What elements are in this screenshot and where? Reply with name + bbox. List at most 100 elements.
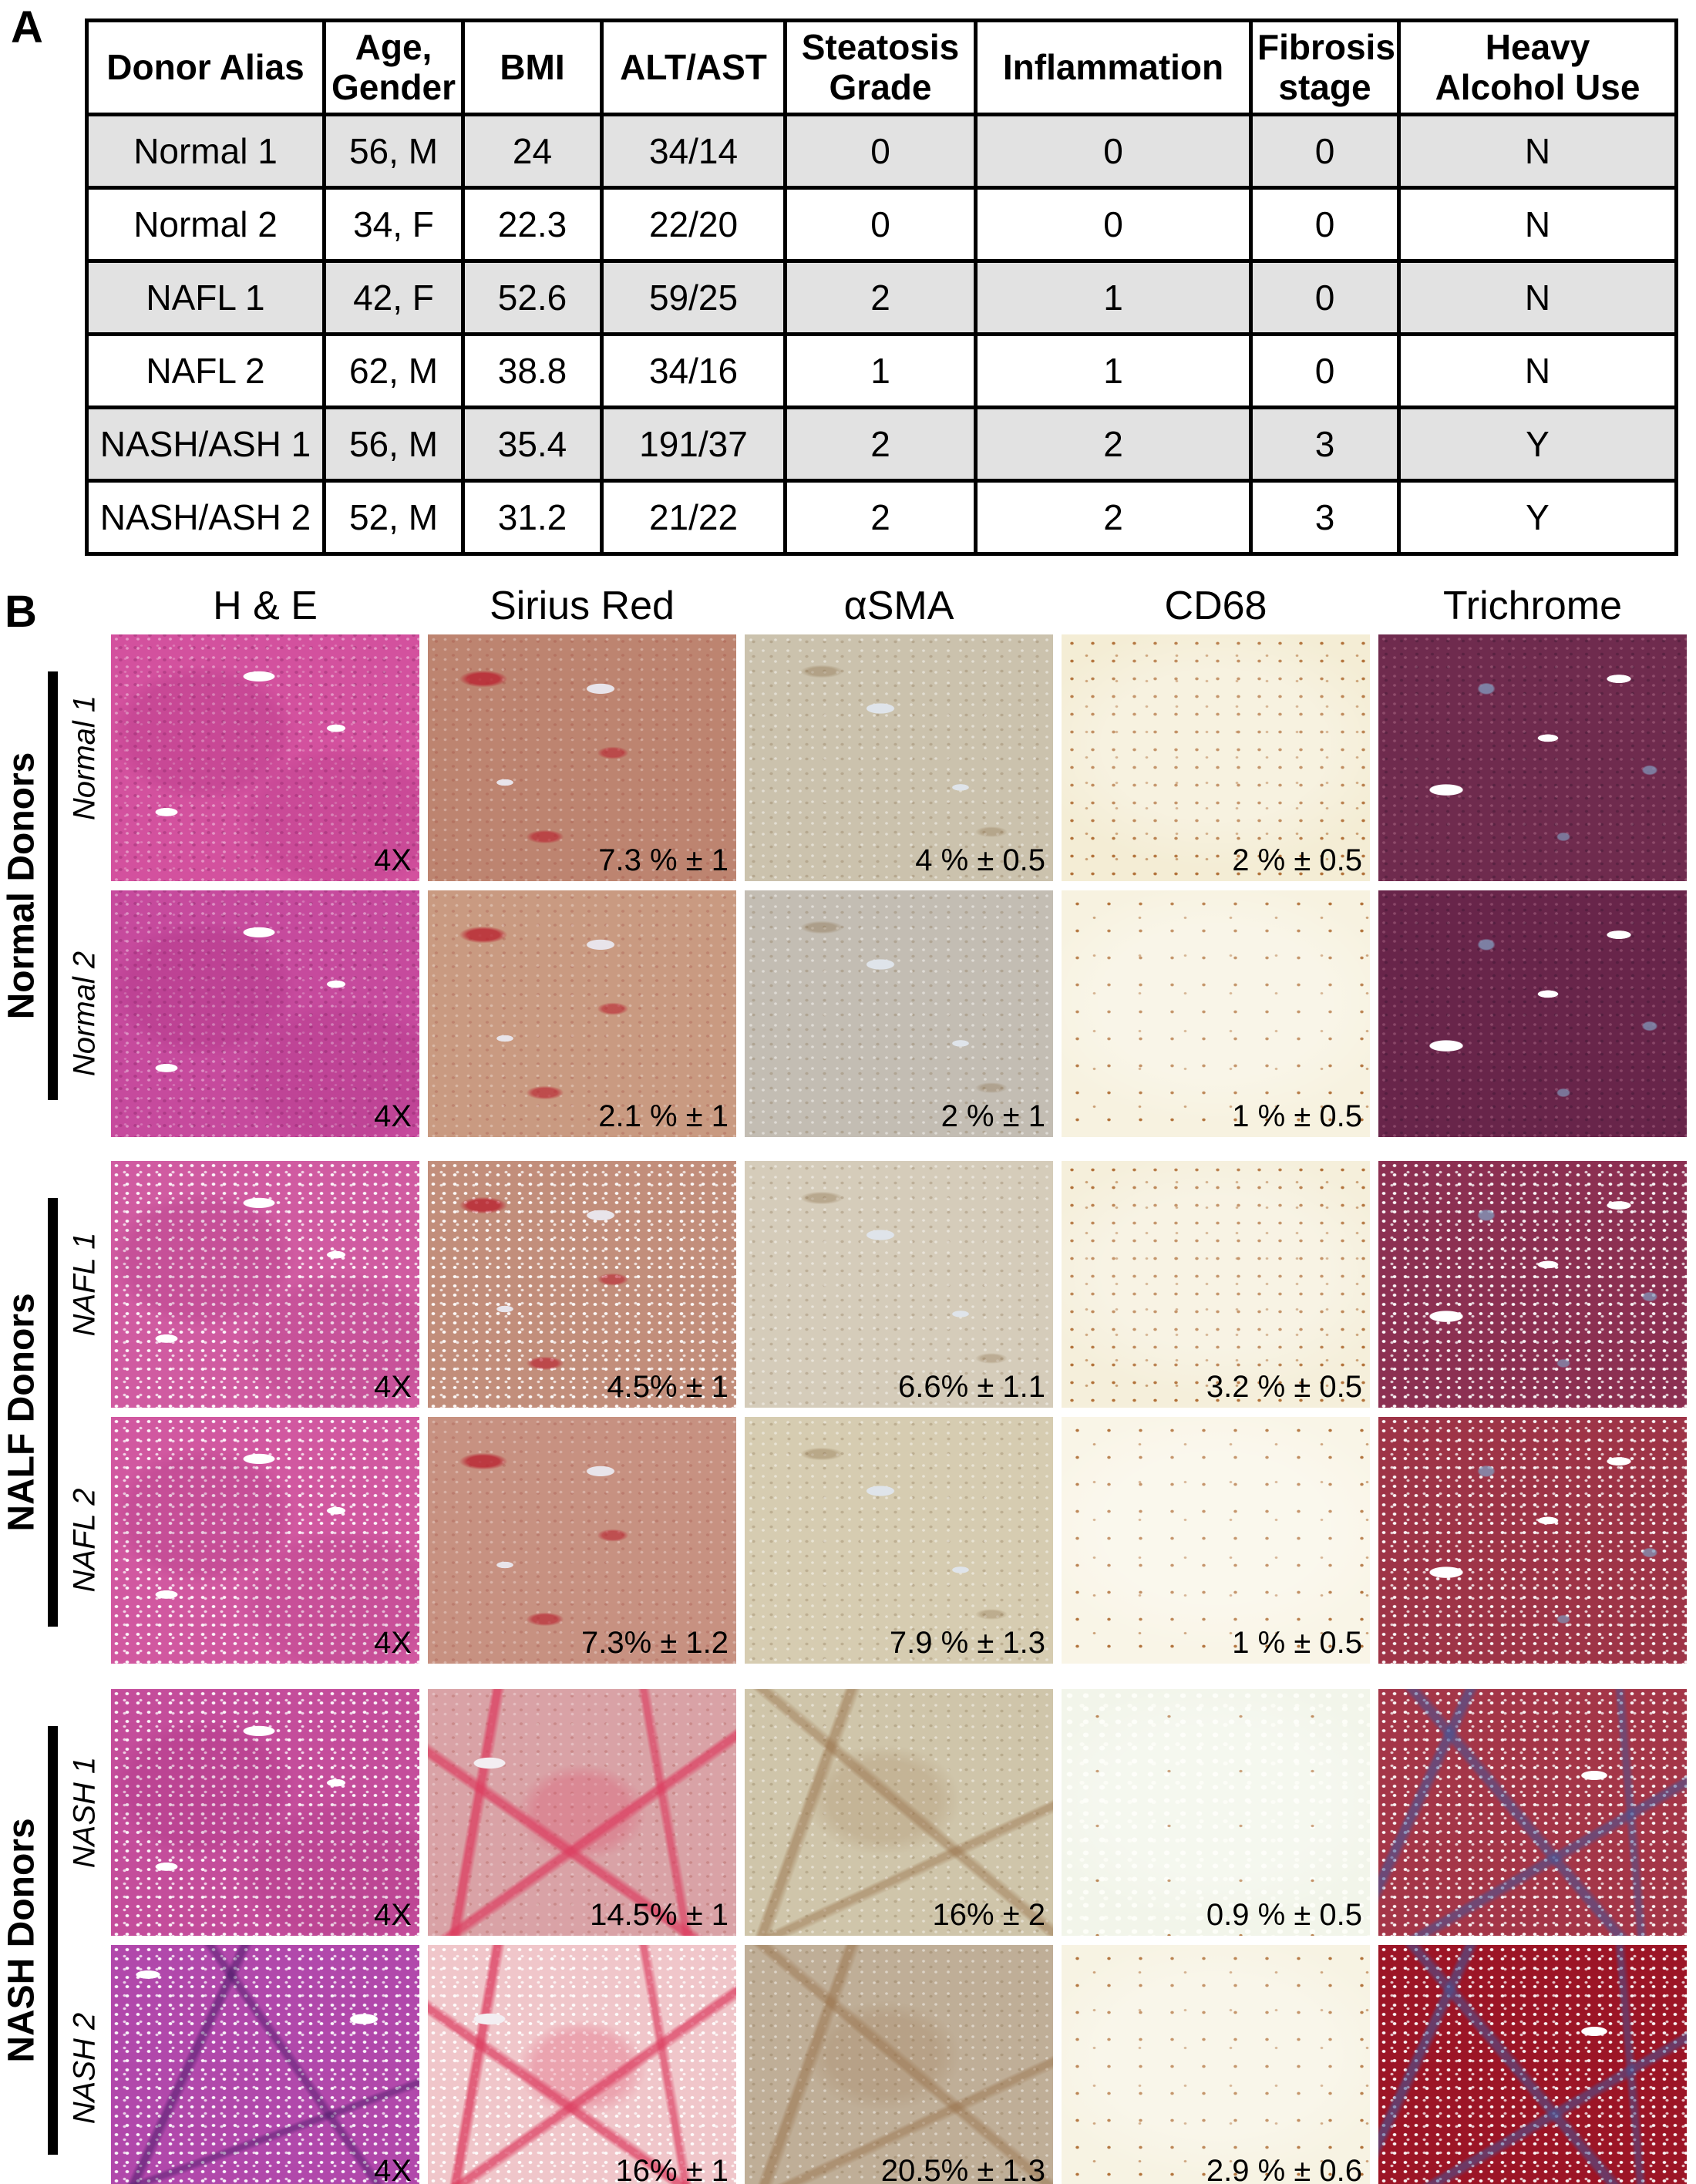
micrograph-nafl1-cd68: 3.2 % ± 0.5 [1062, 1161, 1370, 1408]
col-header-donor-alias: Donor Alias [85, 19, 326, 116]
stain-header-trichrome: Trichrome [1442, 584, 1623, 628]
quantification-label: 1 % ± 0.5 [1232, 1099, 1362, 1133]
col-header-alt-ast: ALT/AST [600, 19, 787, 116]
micrograph-nafl2-trichrome [1378, 1417, 1687, 1664]
quantification-label: 14.5% ± 1 [590, 1898, 729, 1932]
micrograph-nafl2-sirius-red: 7.3% ± 1.2 [428, 1417, 736, 1664]
micrograph-normal2-trichrome [1378, 890, 1687, 1137]
cell-age-gender: 62, M [322, 332, 465, 409]
micrograph-normal2-cd68: 1 % ± 0.5 [1062, 890, 1370, 1137]
micrograph-normal2-sirius-red: 2.1 % ± 1 [428, 890, 736, 1137]
cell-bmi: 22.3 [461, 186, 604, 263]
quantification-label: 2.1 % ± 1 [598, 1099, 729, 1133]
cell-donor: NAFL 2 [85, 332, 326, 409]
table-row: NASH/ASH 2 52, M 31.2 21/22 2 2 3 Y [85, 479, 1678, 556]
cell-donor: NAFL 1 [85, 259, 326, 336]
micrograph-normal1-cd68: 2 % ± 0.5 [1062, 634, 1370, 881]
cell-alt-ast: 191/37 [600, 406, 787, 483]
cell-alt-ast: 22/20 [600, 186, 787, 263]
micrograph-nafl2-asma: 7.9 % ± 1.3 [745, 1417, 1053, 1664]
group-title: Normal Donors [1, 752, 42, 1020]
cell-steatosis: 0 [783, 113, 978, 190]
cell-age-gender: 42, F [322, 259, 465, 336]
cell-bmi: 24 [461, 113, 604, 190]
quantification-label: 4.5% ± 1 [607, 1370, 729, 1404]
cell-inflammation: 0 [974, 113, 1253, 190]
cell-donor: NASH/ASH 2 [85, 479, 326, 556]
table-row: NAFL 1 42, F 52.6 59/25 2 1 0 N [85, 259, 1678, 336]
micrograph-nash2-trichrome [1378, 1945, 1687, 2184]
donor-group-nash: NASH Donors NASH 1 NASH 2 4X 14.5% ± 1 1… [0, 1689, 1696, 2184]
micrograph-nash2-he: 4X [111, 1945, 419, 2184]
micrograph-grid: 4X 7.3 % ± 1 4 % ± 0.5 2 % ± 0.5 4X 2.1 … [111, 634, 1687, 1137]
cell-alt-ast: 21/22 [600, 479, 787, 556]
cell-inflammation: 1 [974, 332, 1253, 409]
cell-fibrosis: 0 [1249, 332, 1401, 409]
group-bracket-bar [48, 1726, 58, 2155]
magnification-label: 4X [374, 1898, 412, 1932]
micrograph-nash2-sirius-red: 16% ± 1 [428, 1945, 736, 2184]
col-header-steatosis-grade: Steatosis Grade [783, 19, 978, 116]
cell-fibrosis: 3 [1249, 479, 1401, 556]
group-side-labels: NALF Donors NAFL 1 NAFL 2 [0, 1161, 111, 1664]
donor-row-label: Normal 2 [67, 951, 102, 1077]
cell-age-gender: 52, M [322, 479, 465, 556]
micrograph-grid: 4X 14.5% ± 1 16% ± 2 0.9 % ± 0.5 4X 16% … [111, 1689, 1687, 2184]
micrograph-normal1-trichrome [1378, 634, 1687, 881]
micrograph-nash1-asma: 16% ± 2 [745, 1689, 1053, 1936]
stain-header-cd68: CD68 [1164, 584, 1267, 628]
group-bracket-bar [48, 671, 58, 1100]
table-row: NAFL 2 62, M 38.8 34/16 1 1 0 N [85, 332, 1678, 409]
cell-bmi: 38.8 [461, 332, 604, 409]
group-title: NALF Donors [1, 1293, 42, 1532]
cell-alcohol: N [1397, 259, 1678, 336]
quantification-label: 7.3% ± 1.2 [581, 1626, 729, 1660]
stain-header-he: H & E [213, 584, 318, 628]
col-header-inflammation: Inflammation [974, 19, 1253, 116]
micrograph-nash1-cd68: 0.9 % ± 0.5 [1062, 1689, 1370, 1936]
quantification-label: 7.9 % ± 1.3 [889, 1626, 1045, 1660]
col-header-fibrosis-stage: Fibrosis stage [1249, 19, 1401, 116]
cell-fibrosis: 3 [1249, 406, 1401, 483]
cell-steatosis: 2 [783, 406, 978, 483]
cell-steatosis: 1 [783, 332, 978, 409]
panel-b-label: B [5, 587, 37, 637]
stain-header-sirius-red: Sirius Red [490, 584, 675, 628]
stain-header-asma: αSMA [843, 584, 954, 628]
cell-age-gender: 56, M [322, 113, 465, 190]
cell-inflammation: 0 [974, 186, 1253, 263]
micrograph-normal2-asma: 2 % ± 1 [745, 890, 1053, 1137]
cell-donor: Normal 1 [85, 113, 326, 190]
cell-alcohol: N [1397, 186, 1678, 263]
cell-steatosis: 2 [783, 259, 978, 336]
cell-bmi: 31.2 [461, 479, 604, 556]
table-row: NASH/ASH 1 56, M 35.4 191/37 2 2 3 Y [85, 406, 1678, 483]
micrograph-nafl2-he: 4X [111, 1417, 419, 1664]
quantification-label: 16% ± 1 [615, 2154, 729, 2184]
micrograph-nafl1-trichrome [1378, 1161, 1687, 1408]
cell-alt-ast: 59/25 [600, 259, 787, 336]
micrograph-nafl2-cd68: 1 % ± 0.5 [1062, 1417, 1370, 1664]
quantification-label: 7.3 % ± 1 [598, 843, 729, 877]
donor-row-label: NASH 2 [67, 2012, 102, 2125]
quantification-label: 2.9 % ± 0.6 [1206, 2154, 1362, 2184]
cell-fibrosis: 0 [1249, 113, 1401, 190]
group-side-labels: Normal Donors Normal 1 Normal 2 [0, 634, 111, 1137]
quantification-label: 4 % ± 0.5 [915, 843, 1045, 877]
quantification-label: 6.6% ± 1.1 [898, 1370, 1045, 1404]
micrograph-normal1-he: 4X [111, 634, 419, 881]
micrograph-normal2-he: 4X [111, 890, 419, 1137]
table-row: Normal 1 56, M 24 34/14 0 0 0 N [85, 113, 1678, 190]
panel-a-label: A [11, 2, 43, 52]
cell-donor: Normal 2 [85, 186, 326, 263]
cell-steatosis: 0 [783, 186, 978, 263]
magnification-label: 4X [374, 1626, 412, 1660]
donor-row-label: NAFL 1 [67, 1232, 102, 1337]
cell-alt-ast: 34/16 [600, 332, 787, 409]
cell-alcohol: Y [1397, 479, 1678, 556]
cell-alcohol: N [1397, 332, 1678, 409]
col-header-bmi: BMI [461, 19, 604, 116]
micrograph-nash1-he: 4X [111, 1689, 419, 1936]
donor-group-normal: Normal Donors Normal 1 Normal 2 4X 7.3 %… [0, 634, 1696, 1137]
